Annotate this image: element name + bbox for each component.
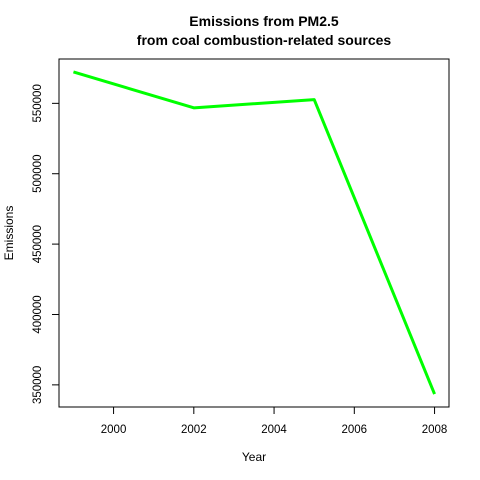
y-tick-label: 450000 <box>32 225 44 263</box>
chart-title-line-2: from coal combustion-related sources <box>137 32 392 48</box>
x-tick-label: 2004 <box>261 424 287 436</box>
x-tick-label: 2002 <box>181 424 207 436</box>
y-axis-label: Emissions <box>2 206 16 261</box>
x-tick-label: 2000 <box>101 424 127 436</box>
emissions-series-line <box>73 70 436 395</box>
x-axis: 2000 2002 2004 2006 2008 <box>101 406 448 436</box>
y-tick-label: 350000 <box>32 366 44 404</box>
series-layer <box>73 70 436 395</box>
x-tick-label: 2006 <box>342 424 368 436</box>
y-tick-label: 500000 <box>32 155 44 193</box>
y-tick-label: 550000 <box>32 84 44 122</box>
plot-area-box <box>58 58 450 408</box>
chart-title-line-1: Emissions from PM2.5 <box>189 13 339 29</box>
x-axis-label: Year <box>242 450 266 464</box>
y-tick-label: 400000 <box>32 295 44 333</box>
y-axis: 350000 400000 450000 500000 550000 <box>32 84 60 404</box>
x-tick-label: 2008 <box>422 424 448 436</box>
